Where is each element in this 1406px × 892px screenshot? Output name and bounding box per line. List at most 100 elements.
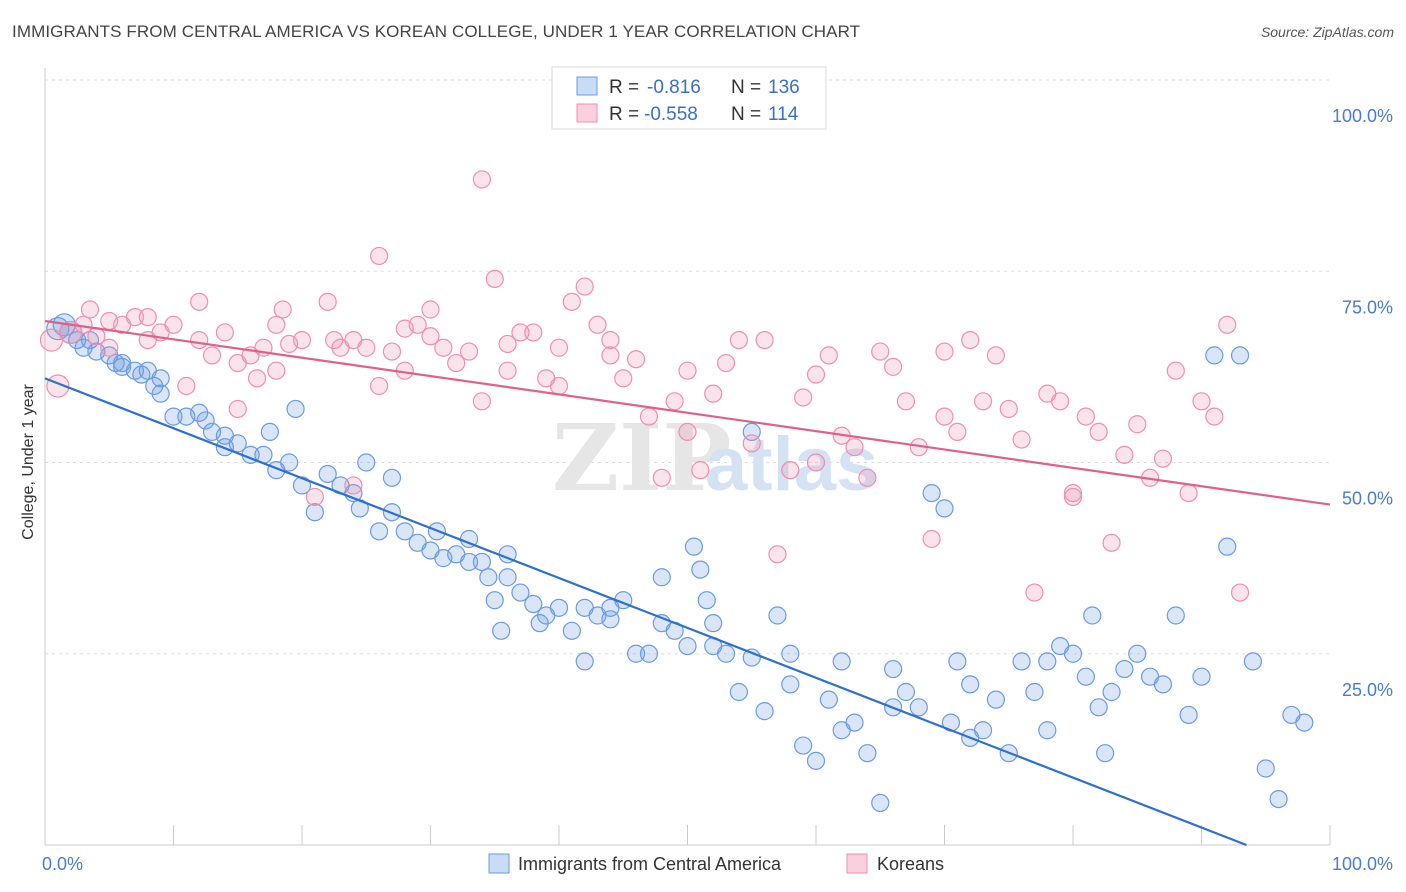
point-central-america [1076,667,1095,686]
point-koreans [202,346,222,365]
point-central-america [781,644,800,663]
point-koreans [601,346,620,365]
point-koreans [755,331,774,350]
point-central-america [1230,346,1250,365]
y-axis-label: College, Under 1 year [20,384,37,540]
point-central-america [260,422,279,441]
point-central-america [357,453,376,472]
bottom-legend-label: Immigrants from Central America [518,854,782,874]
legend-r-label: R = [609,104,639,125]
point-koreans [845,438,864,457]
point-central-america [922,484,941,503]
point-central-america [691,560,710,579]
legend-swatch-blue [576,76,598,96]
point-central-america [1295,713,1314,732]
point-koreans [1063,484,1083,503]
point-koreans [1115,445,1134,464]
point-central-america [151,369,170,388]
point-central-america [973,721,993,740]
point-central-america [883,659,903,679]
point-central-america [1096,744,1115,763]
point-koreans [729,331,749,350]
point-koreans [138,308,157,327]
point-koreans [190,331,209,350]
point-central-america [524,594,543,614]
point-central-america [1025,682,1044,702]
point-koreans [601,331,620,350]
point-central-america [697,591,716,610]
point-koreans [80,300,100,319]
point-koreans [973,392,993,411]
point-koreans [408,315,427,334]
point-central-america [562,621,581,640]
point-koreans [1025,583,1044,602]
legend-n-label: N = [731,104,761,125]
point-central-america [151,384,170,403]
point-koreans [485,269,504,288]
point-koreans [935,407,954,426]
legend-box [551,66,827,130]
bottom-legend-label: Koreans [877,854,944,874]
point-central-america [485,591,504,610]
point-central-america [318,464,337,484]
point-koreans [794,388,813,407]
point-koreans [434,338,453,357]
point-koreans [1102,533,1121,552]
point-koreans [125,308,145,327]
point-central-america [196,411,215,430]
point-central-america [479,568,498,587]
point-central-america [768,606,787,625]
point-central-america [292,476,312,495]
point-central-america [1243,652,1263,671]
point-koreans [562,292,581,311]
y-tick-label: 100.0% [1332,106,1393,126]
point-central-america [781,675,800,694]
legend-n-label: N = [731,77,761,98]
point-koreans [273,300,292,319]
point-central-america [549,598,569,617]
legend-r-value: -0.558 [644,104,698,125]
axes [44,68,1331,846]
point-koreans [1051,392,1070,411]
point-central-america [305,503,324,522]
point-central-america [1089,698,1108,717]
point-central-america [1012,652,1031,671]
point-central-america [511,583,530,602]
legend-swatch-pink [576,103,598,123]
point-central-america [1192,667,1211,686]
point-central-america [382,468,402,487]
point-koreans [1205,407,1224,426]
point-koreans [511,323,530,342]
point-central-america [1128,644,1147,663]
point-koreans [588,315,607,334]
point-central-america [112,357,132,376]
point-koreans [1063,487,1083,507]
point-central-america [948,652,967,671]
point-koreans [768,545,787,564]
point-central-america [986,690,1006,709]
point-central-america [935,499,954,518]
point-central-america [832,652,851,671]
point-central-america [961,675,980,694]
point-koreans [948,422,967,441]
point-central-america [909,698,928,717]
bottom-legend: Immigrants from Central America Koreans [488,853,944,874]
point-central-america [755,702,774,721]
point-koreans [999,399,1018,419]
point-central-america [639,644,659,663]
y-tick-label: 75.0% [1342,297,1393,317]
point-koreans [1089,422,1108,441]
point-koreans [575,277,594,296]
y-tick-label: 25.0% [1342,680,1393,700]
point-koreans [935,342,954,361]
point-koreans [871,342,890,361]
point-koreans [716,353,736,373]
point-koreans [1128,415,1147,434]
point-central-america [370,522,389,541]
point-koreans [691,461,710,480]
point-koreans [1166,361,1185,380]
point-koreans [498,361,517,380]
point-central-america [1205,346,1224,365]
point-koreans [961,331,980,350]
